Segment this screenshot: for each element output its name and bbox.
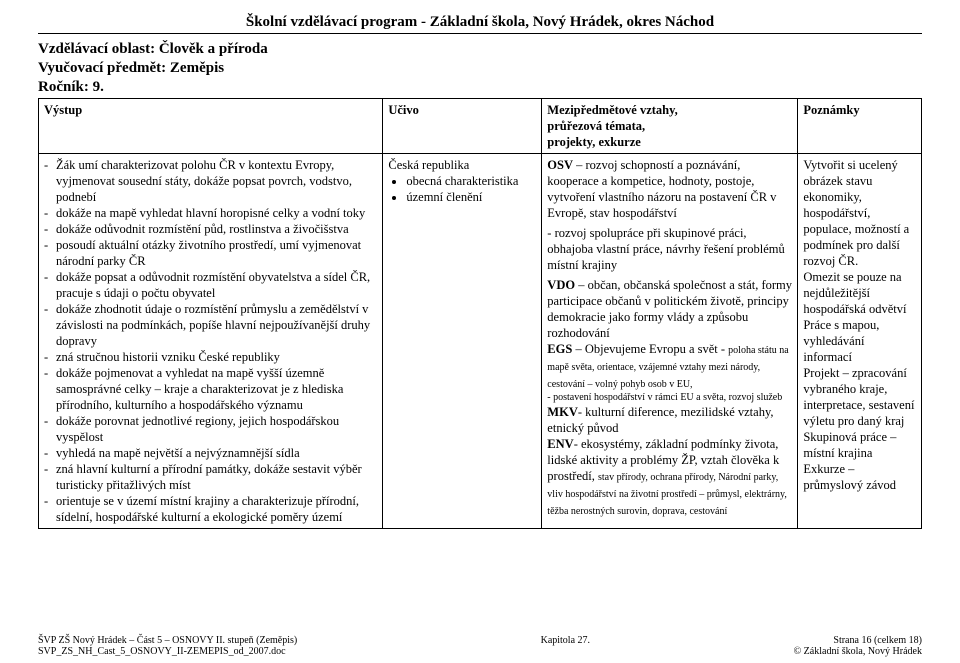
th-vztahy-l2: průřezová témata, (547, 119, 645, 133)
table-row: Žák umí charakterizovat polohu ČR v kont… (39, 154, 922, 529)
list-item: územní členění (406, 189, 536, 205)
program-title: Školní vzdělávací program - Základní ško… (38, 14, 922, 31)
title-divider (38, 33, 922, 34)
th-poznamky: Poznámky (798, 99, 922, 154)
table-header-row: Výstup Učivo Mezipředmětové vztahy, průř… (39, 99, 922, 154)
cell-vystup: Žák umí charakterizovat polohu ČR v kont… (39, 154, 383, 529)
vdo-block: VDO – občan, občanská společnost a stát,… (547, 277, 792, 341)
osv-block2: - rozvoj spolupráce při skupinové práci,… (547, 225, 792, 273)
list-item: posoudí aktuální otázky životního prostř… (56, 237, 377, 269)
footer-left1: ŠVP ZŠ Nový Hrádek – Část 5 – OSNOVY II.… (38, 635, 297, 646)
pozn-line: Exkurze – průmyslový závod (803, 461, 916, 493)
cell-poznamky: Vytvořit si ucelený obrázek stavu ekonom… (798, 154, 922, 529)
mkv-text: - kulturní diference, mezilidské vztahy,… (547, 405, 773, 435)
ucivo-title: Česká republika (388, 158, 469, 172)
list-item: zná stručnou historii vzniku České repub… (56, 349, 377, 365)
footer-row-1: ŠVP ZŠ Nový Hrádek – Část 5 – OSNOVY II.… (38, 635, 922, 646)
list-item: Žák umí charakterizovat polohu ČR v kont… (56, 157, 377, 205)
th-ucivo: Učivo (383, 99, 542, 154)
egs-block: EGS – Objevujeme Evropu a svět - poloha … (547, 341, 792, 391)
footer-row-2: SVP_ZS_NH_Cast_5_OSNOVY_II-ZEMEPIS_od_20… (38, 646, 922, 657)
list-item: vyhledá na mapě největší a nejvýznamnějš… (56, 445, 377, 461)
list-item: dokáže zhodnotit údaje o rozmístění prům… (56, 301, 377, 349)
th-vztahy-l1: Mezipředmětové vztahy, (547, 103, 678, 117)
mkv-block: MKV- kulturní diference, mezilidské vzta… (547, 404, 792, 436)
vdo-label: VDO (547, 278, 575, 292)
osv-text: – rozvoj schopností a poznávání, koopera… (547, 158, 776, 220)
list-item: zná hlavní kulturní a přírodní památky, … (56, 461, 377, 493)
cell-ucivo: Česká republika obecná charakteristika ú… (383, 154, 542, 529)
footer-center: Kapitola 27. (541, 635, 590, 646)
env-block: ENV- ekosystémy, základní podmínky život… (547, 436, 792, 518)
curriculum-table: Výstup Učivo Mezipředmětové vztahy, průř… (38, 98, 922, 529)
list-item: dokáže na mapě vyhledat hlavní horopisné… (56, 205, 377, 221)
footer-right: Strana 16 (celkem 18) (833, 635, 922, 646)
page-footer: ŠVP ZŠ Nový Hrádek – Část 5 – OSNOVY II.… (38, 635, 922, 657)
vystup-list: Žák umí charakterizovat polohu ČR v kont… (44, 157, 377, 525)
egs-label: EGS (547, 342, 572, 356)
th-vztahy: Mezipředmětové vztahy, průřezová témata,… (542, 99, 798, 154)
cell-vztahy: OSV – rozvoj schopností a poznávání, koo… (542, 154, 798, 529)
document-page: Školní vzdělávací program - Základní ško… (0, 0, 960, 663)
egs-text: – Objevujeme Evropu a svět - (572, 342, 728, 356)
list-item: dokáže odůvodnit rozmístění půd, rostlin… (56, 221, 377, 237)
env-label: ENV (547, 437, 573, 451)
list-item: dokáže porovnat jednotlivé regiony, jeji… (56, 413, 377, 445)
footer-right-pre: © Základní škola, Nový Hrádek (794, 646, 922, 657)
egs-small2: - postavení hospodářství v rámci EU a sv… (547, 392, 792, 405)
list-item: obecná charakteristika (406, 173, 536, 189)
list-item: orientuje se v území místní krajiny a ch… (56, 493, 377, 525)
pozn-line: Skupinová práce – místní krajina (803, 429, 916, 461)
heading-subject: Vyučovací předmět: Zeměpis (38, 59, 922, 78)
footer-left2: SVP_ZS_NH_Cast_5_OSNOVY_II-ZEMEPIS_od_20… (38, 646, 286, 657)
heading-grade: Ročník: 9. (38, 78, 922, 97)
pozn-line: Vytvořit si ucelený obrázek stavu ekonom… (803, 157, 916, 269)
list-item: dokáže popsat a odůvodnit rozmístění oby… (56, 269, 377, 301)
pozn-line: Omezit se pouze na nejdůležitější hospod… (803, 269, 916, 317)
vdo-text: – občan, občanská společnost a stát, for… (547, 278, 792, 340)
ucivo-list: obecná charakteristika územní členění (406, 173, 536, 205)
pozn-line: Práce s mapou, vyhledávání informací (803, 317, 916, 365)
pozn-line: Projekt – zpracování vybraného kraje, in… (803, 365, 916, 429)
headings-block: Vzdělávací oblast: Člověk a příroda Vyuč… (38, 40, 922, 96)
th-vystup: Výstup (39, 99, 383, 154)
th-vztahy-l3: projekty, exkurze (547, 135, 641, 149)
osv-block: OSV – rozvoj schopností a poznávání, koo… (547, 157, 792, 221)
heading-area: Vzdělávací oblast: Člověk a příroda (38, 40, 922, 59)
mkv-label: MKV (547, 405, 578, 419)
osv-label: OSV (547, 158, 573, 172)
list-item: dokáže pojmenovat a vyhledat na mapě vyš… (56, 365, 377, 413)
